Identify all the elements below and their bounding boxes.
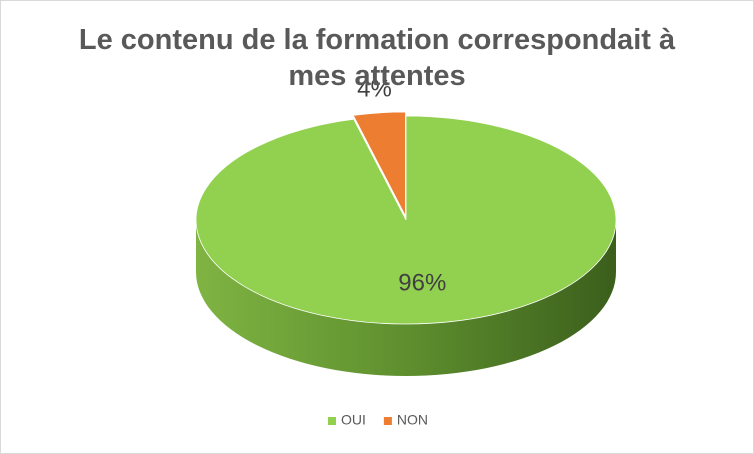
pie-slice [352,111,406,217]
pie-slice [195,115,617,325]
legend-label: NON [397,412,428,428]
legend-label: OUI [341,412,366,428]
legend-swatch [328,417,336,425]
data-label: 96% [398,269,446,296]
chart-title: Le contenu de la formation correspondait… [78,24,676,92]
legend-swatch [383,417,392,425]
data-label: 4% [357,76,392,103]
pie-slice-side [196,220,616,376]
